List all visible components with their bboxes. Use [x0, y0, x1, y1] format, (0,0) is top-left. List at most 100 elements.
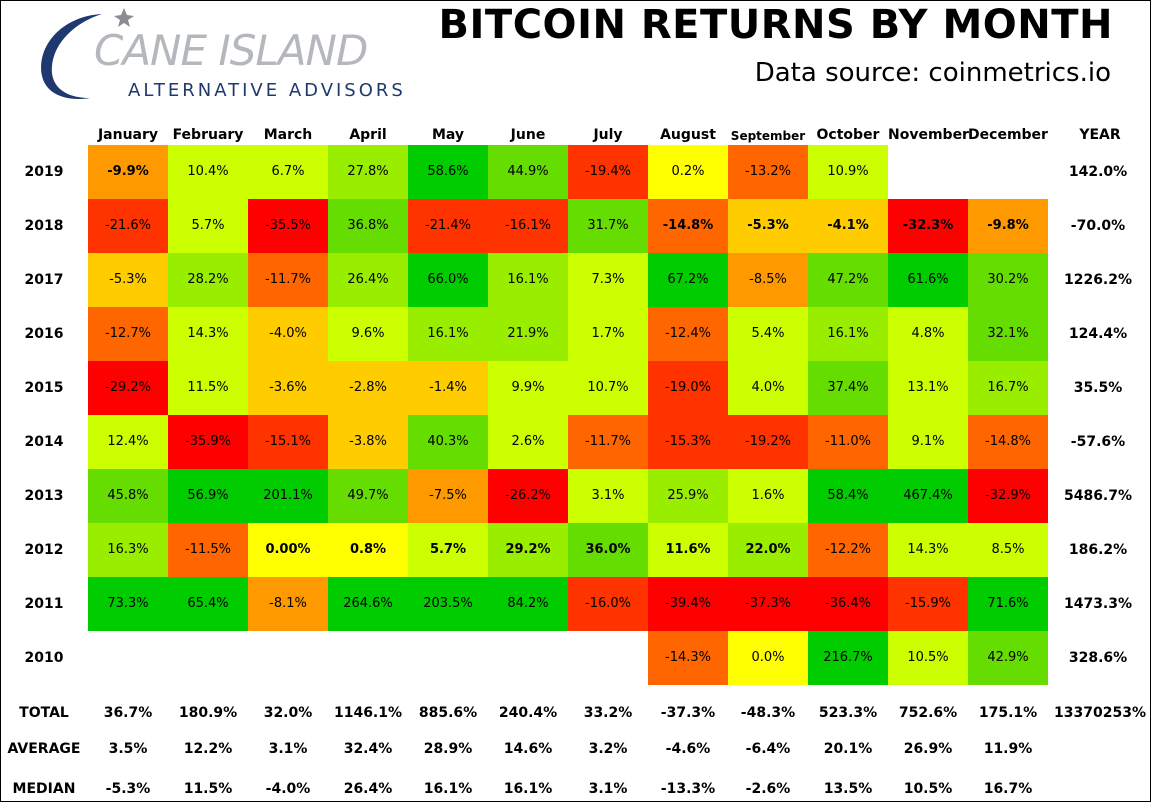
heatmap-cell: -32.9%: [968, 469, 1048, 523]
stat-value: -6.4%: [745, 741, 791, 757]
heatmap-cell: -14.3%: [648, 631, 728, 685]
heatmap-cell: 73.3%: [88, 577, 168, 631]
heatmap-cell: 12.4%: [88, 415, 168, 469]
heatmap-cell: -14.8%: [968, 415, 1048, 469]
heatmap-cell: 16.1%: [408, 307, 488, 361]
stat-value: 11.9%: [983, 741, 1033, 757]
stat-value: 20.1%: [823, 741, 873, 757]
month-header: June: [510, 127, 546, 143]
stat-label: MEDIAN: [12, 781, 76, 797]
heatmap-cell: 3.1%: [568, 469, 648, 523]
heatmap-cell: -15.1%: [248, 415, 328, 469]
heatmap-cell: 2.6%: [488, 415, 568, 469]
heatmap-cell: 44.9%: [488, 145, 568, 199]
heatmap-cell: -29.2%: [88, 361, 168, 415]
stat-value: 28.9%: [423, 741, 473, 757]
heatmap-cell: -12.2%: [808, 523, 888, 577]
stat-value: -4.6%: [665, 741, 711, 757]
heatmap-cell: -4.1%: [808, 199, 888, 253]
heatmap-cell: -13.2%: [728, 145, 808, 199]
stat-value: 16.1%: [423, 781, 473, 797]
heatmap-cell: 36.8%: [328, 199, 408, 253]
stat-value: -2.6%: [745, 781, 791, 797]
heatmap-cell: 14.3%: [888, 523, 968, 577]
year-label: 2011: [24, 596, 64, 612]
stat-value: 3.2%: [588, 741, 628, 757]
stat-value: -4.0%: [265, 781, 311, 797]
stat-value: 3.5%: [108, 741, 148, 757]
heatmap-cell: 10.7%: [568, 361, 648, 415]
year-label: 2010: [24, 650, 64, 666]
heatmap-cell: -8.1%: [248, 577, 328, 631]
stat-label: AVERAGE: [7, 741, 81, 757]
heatmap-cell: 58.4%: [808, 469, 888, 523]
heatmap-cell: 37.4%: [808, 361, 888, 415]
heatmap-cell: -12.4%: [648, 307, 728, 361]
heatmap-cell: 26.4%: [328, 253, 408, 307]
heatmap-cell: 16.7%: [968, 361, 1048, 415]
stat-value: 33.2%: [583, 705, 633, 721]
month-header: September: [730, 129, 806, 143]
heatmap-cell: -5.3%: [728, 199, 808, 253]
heatmap-cell: 42.9%: [968, 631, 1048, 685]
stat-value: 36.7%: [103, 705, 153, 721]
heatmap-cell: 14.3%: [168, 307, 248, 361]
heatmap-cell: 8.5%: [968, 523, 1048, 577]
heatmap-cell: 84.2%: [488, 577, 568, 631]
stat-value: 10.5%: [903, 781, 953, 797]
heatmap-cell: 61.6%: [888, 253, 968, 307]
heatmap-cell: 4.8%: [888, 307, 968, 361]
stat-value: 175.1%: [978, 705, 1038, 721]
cane-island-logo: CANE ISLAND ALTERNATIVE ADVISORS: [32, 6, 422, 106]
heatmap-cell: 467.4%: [888, 469, 968, 523]
heatmap-cell: 9.9%: [488, 361, 568, 415]
heatmap-cell: 4.0%: [728, 361, 808, 415]
heatmap-cell: -19.4%: [568, 145, 648, 199]
stat-value: 26.9%: [903, 741, 953, 757]
heatmap-cell: -4.0%: [248, 307, 328, 361]
stat-value: 885.6%: [418, 705, 478, 721]
year-label: 2018: [24, 218, 64, 234]
heatmap-cell: 201.1%: [248, 469, 328, 523]
heatmap-cell: -9.9%: [88, 145, 168, 199]
stat-value: 523.3%: [818, 705, 878, 721]
heatmap-cell: 21.9%: [488, 307, 568, 361]
month-header: November: [888, 127, 969, 143]
stat-value: 752.6%: [898, 705, 958, 721]
heatmap-cell: -3.6%: [248, 361, 328, 415]
heatmap-cell: -21.6%: [88, 199, 168, 253]
heatmap-cell: -35.5%: [248, 199, 328, 253]
year-total: 142.0%: [1068, 164, 1128, 180]
heatmap-cell: 264.6%: [328, 577, 408, 631]
year-total: 1473.3%: [1063, 596, 1133, 612]
year-total: 328.6%: [1068, 650, 1128, 666]
year-label: 2012: [24, 542, 64, 558]
heatmap-cell: -32.3%: [888, 199, 968, 253]
heatmap-cell: -19.0%: [648, 361, 728, 415]
swoosh-icon: [41, 8, 134, 100]
year-total: 35.5%: [1073, 380, 1123, 396]
heatmap-cell: 40.3%: [408, 415, 488, 469]
heatmap-cell: 1.7%: [568, 307, 648, 361]
heatmap-cell: 9.6%: [328, 307, 408, 361]
heatmap-cell: -11.0%: [808, 415, 888, 469]
stat-value: 16.1%: [503, 781, 553, 797]
month-header: May: [431, 127, 465, 143]
heatmap-cell: -11.7%: [248, 253, 328, 307]
heatmap-cell: 30.2%: [968, 253, 1048, 307]
heatmap-cell: 7.3%: [568, 253, 648, 307]
heatmap-cell: -15.3%: [648, 415, 728, 469]
heatmap-cell: 67.2%: [648, 253, 728, 307]
month-header: October: [816, 127, 880, 143]
stat-value: 32.4%: [343, 741, 393, 757]
stat-value: 14.6%: [503, 741, 553, 757]
stat-value: -48.3%: [740, 705, 796, 721]
heatmap-cell: 10.9%: [808, 145, 888, 199]
month-header: February: [172, 127, 244, 143]
month-header: April: [349, 127, 387, 143]
heatmap-cell: 0.8%: [328, 523, 408, 577]
heatmap-cell: 45.8%: [88, 469, 168, 523]
heatmap-cell: 28.2%: [168, 253, 248, 307]
heatmap-cell: -11.7%: [568, 415, 648, 469]
heatmap-cell: 16.1%: [488, 253, 568, 307]
